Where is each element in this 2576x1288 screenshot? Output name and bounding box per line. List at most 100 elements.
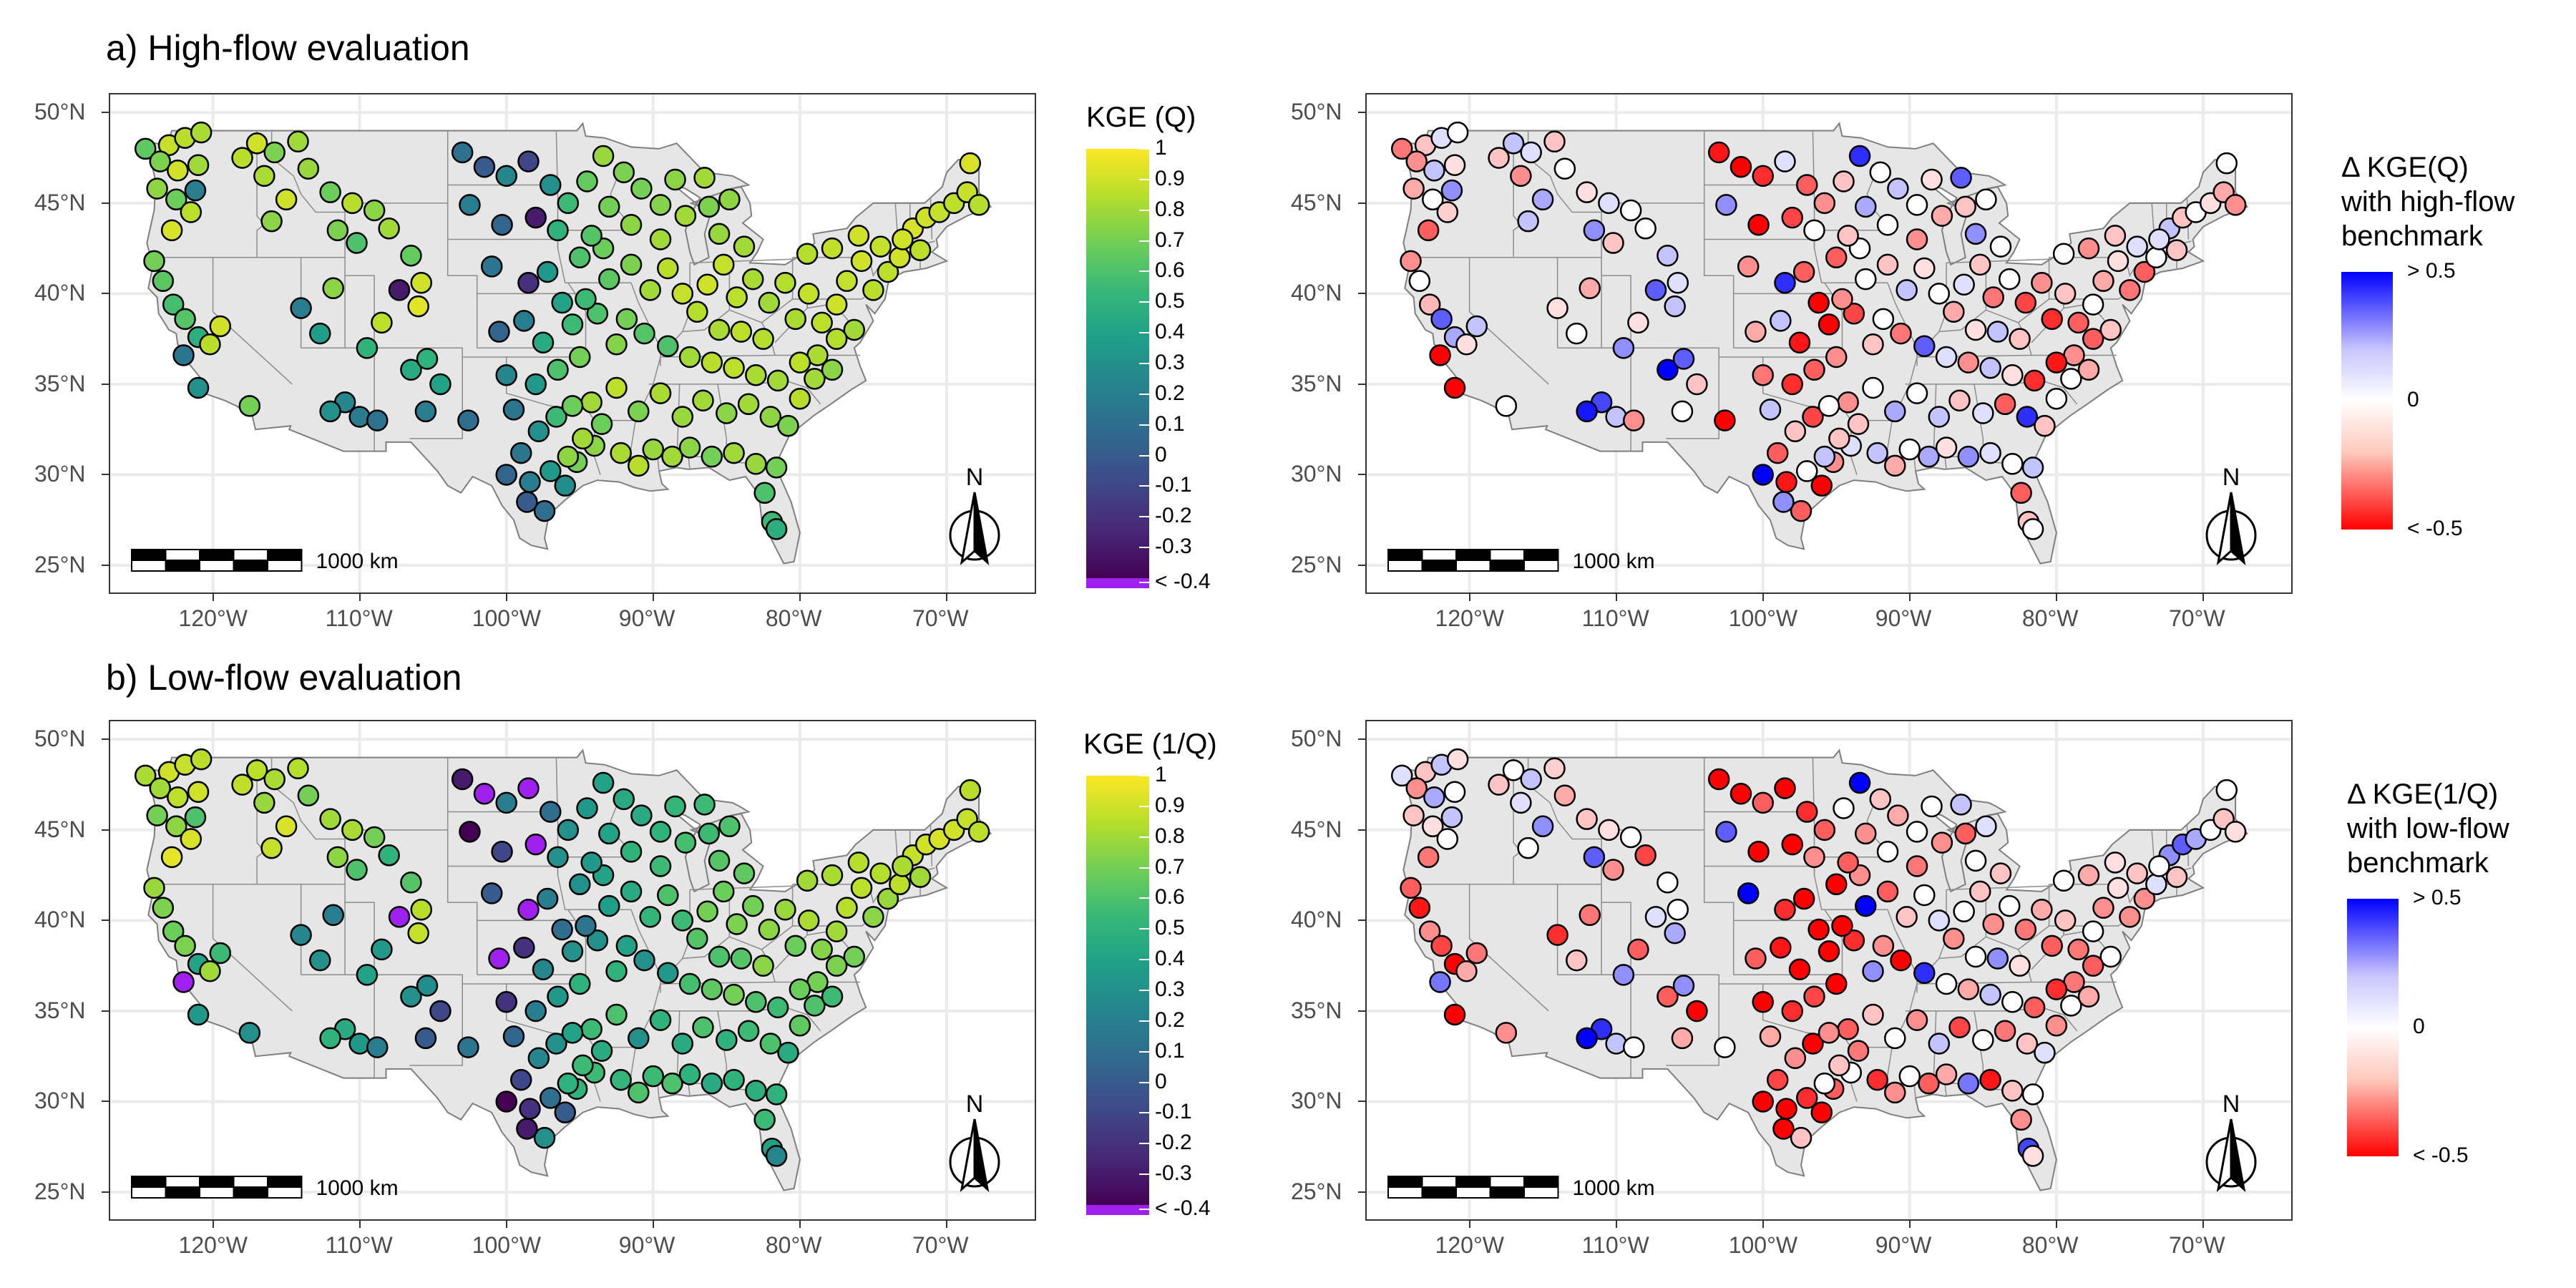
station-point [2107, 250, 2129, 273]
station-point [1774, 777, 1796, 799]
station-point [2016, 406, 2039, 428]
legend-label: 0.9 [1155, 793, 1185, 817]
station-point [1517, 210, 1539, 233]
lat-tick-label: 25°N [1291, 1179, 1342, 1205]
station-point [516, 491, 538, 513]
axis-tick [1358, 1010, 1365, 1012]
station-point [1440, 806, 1463, 829]
state-boundary [374, 347, 463, 439]
lat-tick-label: 50°N [34, 726, 86, 752]
station-point [557, 192, 580, 215]
lon-tick-label: 90°W [1875, 605, 1932, 631]
station-point [686, 927, 708, 950]
legend-label: 0.9 [1155, 166, 1185, 190]
station-points [134, 121, 990, 540]
axis-tick [102, 829, 109, 831]
station-point [580, 1018, 602, 1040]
station-point [527, 420, 550, 442]
north-arrow-right-half [973, 1118, 990, 1193]
station-point [1422, 815, 1444, 838]
state-boundary [1601, 203, 1631, 452]
legend-label: 0.7 [1155, 228, 1185, 252]
state-boundary [1631, 974, 1719, 1066]
state-boundary [1468, 257, 1549, 385]
station-point [726, 286, 748, 308]
station-point [459, 821, 481, 843]
station-point [718, 815, 741, 838]
station-point [1954, 195, 1976, 218]
station-point [532, 331, 555, 353]
station-point [610, 1068, 632, 1091]
station-point [429, 373, 452, 396]
station-point [1998, 268, 2021, 291]
station-point [1543, 130, 1566, 153]
legend-tick [1139, 301, 1149, 303]
axis-tick [102, 565, 109, 567]
station-point [718, 188, 741, 211]
station-point [1579, 904, 1601, 927]
station-point [1935, 972, 1958, 995]
station-point [708, 223, 731, 245]
station-point [569, 972, 591, 995]
station-point [766, 996, 789, 1019]
station-point [1502, 759, 1525, 781]
axis-tick [102, 112, 109, 114]
station-point [1803, 846, 1825, 869]
station-point [184, 179, 207, 202]
station-point [190, 748, 213, 771]
station-point [701, 1072, 723, 1095]
station-point [1495, 395, 1518, 417]
station-point [231, 147, 253, 169]
station-point [1634, 218, 1657, 240]
station-point [297, 157, 320, 180]
station-point [1390, 137, 1413, 160]
station-point [1612, 964, 1635, 986]
legend-label: 0.2 [1155, 1008, 1185, 1032]
lon-tick-label: 90°W [618, 605, 675, 631]
station-point [1775, 471, 1797, 493]
state-boundary [1468, 884, 1549, 1012]
station-point [2054, 283, 2077, 305]
station-point [1931, 831, 1953, 854]
station-point [797, 283, 820, 305]
station-point [536, 887, 559, 910]
station-point [821, 864, 844, 887]
state-boundary [374, 974, 463, 1066]
legend-label: 0.6 [1155, 885, 1185, 909]
axis-tick [102, 293, 109, 295]
station-point [889, 246, 911, 269]
station-point [1964, 318, 1987, 341]
legend-colorbar-kge-invq [1086, 776, 1149, 1215]
axis-tick [2202, 1221, 2204, 1228]
station-point [1813, 445, 1836, 468]
station-point [1553, 157, 1576, 180]
station-point [1928, 283, 1951, 305]
station-point [1876, 880, 1899, 903]
scale-bar-segment [1523, 1186, 1559, 1199]
station-point [821, 358, 844, 381]
station-point [545, 1033, 567, 1055]
station-point [1576, 181, 1598, 203]
station-point [231, 774, 253, 796]
station-point [649, 382, 672, 404]
legend-tick [1139, 805, 1149, 807]
station-point [765, 1145, 788, 1167]
station-point [319, 181, 341, 203]
station-point [850, 250, 873, 273]
station-point [1566, 322, 1588, 345]
station-point [517, 898, 540, 921]
station-point [2067, 938, 2089, 961]
station-point [1975, 815, 1997, 838]
station-point [2099, 318, 2122, 341]
station-point [400, 245, 422, 267]
station-point [1986, 947, 2009, 970]
legend-tick [1139, 1081, 1149, 1083]
station-point [2034, 1041, 2056, 1064]
legend-label: < -0.4 [1155, 1196, 1211, 1220]
station-point [569, 246, 591, 269]
station-point [209, 942, 232, 965]
station-point [664, 795, 686, 818]
station-point [533, 1126, 556, 1149]
station-point [1657, 985, 1679, 1008]
station-point [620, 253, 643, 276]
